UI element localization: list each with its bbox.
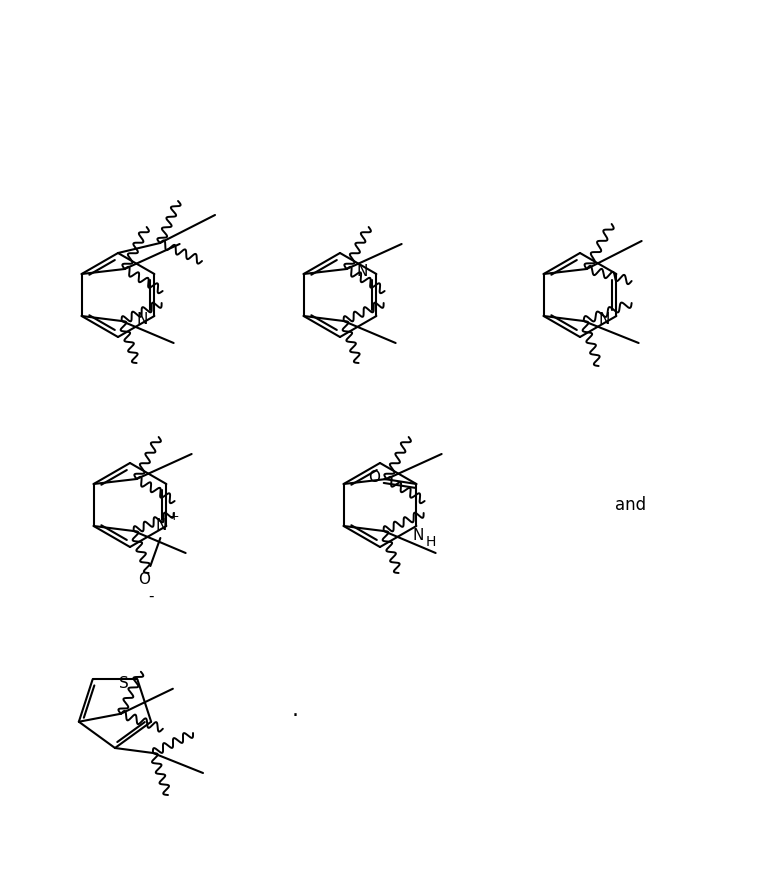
Text: N: N <box>599 312 610 327</box>
Text: N: N <box>412 528 424 543</box>
Text: O: O <box>138 573 151 588</box>
Text: O: O <box>368 470 380 484</box>
Text: +: + <box>169 510 180 522</box>
Text: N: N <box>136 312 148 327</box>
Text: and: and <box>615 496 646 514</box>
Text: .: . <box>292 700 299 720</box>
Text: N: N <box>357 265 368 280</box>
Text: S: S <box>119 676 129 691</box>
Text: -: - <box>149 589 154 604</box>
Text: H: H <box>425 535 436 549</box>
Text: N: N <box>156 519 167 534</box>
